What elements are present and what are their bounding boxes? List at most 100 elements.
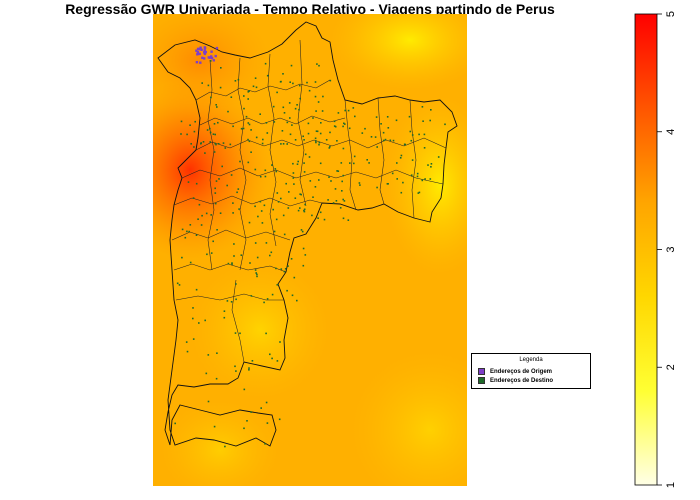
- destination-point: [237, 78, 240, 81]
- destination-point: [387, 127, 390, 129]
- destination-points: [174, 60, 446, 448]
- destination-point: [250, 151, 252, 153]
- destination-point: [186, 133, 188, 136]
- destination-point: [230, 174, 233, 176]
- origin-point: [215, 46, 219, 50]
- destination-point: [247, 138, 249, 141]
- destination-point: [302, 247, 305, 250]
- destination-point: [422, 120, 424, 122]
- destination-point: [280, 197, 282, 200]
- destination-point: [266, 74, 269, 77]
- destination-point: [221, 165, 223, 168]
- destination-point: [255, 136, 258, 139]
- origin-point: [204, 50, 207, 54]
- destination-point: [206, 253, 208, 256]
- destination-point: [265, 332, 267, 335]
- destination-point: [231, 262, 233, 264]
- destination-point: [275, 218, 278, 221]
- destination-point: [200, 224, 203, 226]
- origin-point: [199, 61, 202, 64]
- destination-point: [263, 301, 265, 304]
- destination-point: [376, 186, 378, 189]
- destination-point: [317, 217, 319, 219]
- destination-point: [234, 332, 237, 334]
- destination-point: [188, 230, 190, 233]
- destination-point: [430, 109, 432, 111]
- destination-point: [276, 360, 279, 362]
- destination-point: [248, 367, 250, 369]
- destination-point: [386, 183, 389, 185]
- destination-point: [411, 159, 414, 161]
- destination-point: [255, 86, 258, 89]
- map-title: Regressão GWR Univariada - Tempo Relativ…: [65, 1, 555, 17]
- destination-point: [342, 217, 345, 220]
- destination-point: [430, 163, 433, 165]
- destination-point: [186, 350, 189, 353]
- legend-swatch-destination: [478, 377, 485, 384]
- destination-point: [361, 132, 364, 134]
- destination-point: [215, 180, 218, 182]
- destination-point: [276, 284, 279, 286]
- destination-point: [343, 122, 345, 125]
- destination-point: [349, 162, 351, 164]
- origin-point: [212, 59, 215, 62]
- destination-point: [224, 147, 227, 149]
- destination-point: [234, 365, 236, 368]
- colorbar-tick-label: 4: [665, 129, 677, 135]
- destination-point: [282, 106, 285, 109]
- destination-point: [294, 197, 297, 199]
- destination-point: [181, 256, 183, 259]
- destination-point: [269, 353, 271, 356]
- destination-point: [290, 64, 293, 67]
- destination-point: [282, 214, 285, 217]
- destination-point: [283, 270, 286, 273]
- destination-point: [216, 352, 218, 354]
- destination-point: [327, 199, 329, 201]
- destination-point: [239, 332, 241, 335]
- destination-point: [337, 112, 340, 114]
- destination-point: [264, 175, 267, 178]
- destination-point: [217, 121, 219, 124]
- destination-point: [329, 145, 331, 148]
- destination-point: [302, 135, 304, 138]
- destination-point: [342, 147, 345, 150]
- destination-point: [382, 139, 385, 142]
- destination-point: [249, 262, 251, 264]
- origin-point: [199, 46, 202, 49]
- destination-point: [284, 268, 287, 270]
- district-boundaries: [171, 39, 447, 363]
- destination-point: [233, 243, 235, 245]
- destination-point: [223, 310, 226, 312]
- destination-point: [210, 252, 213, 254]
- destination-point: [316, 130, 319, 133]
- destination-point: [315, 130, 318, 132]
- destination-point: [236, 191, 238, 194]
- destination-point: [269, 254, 271, 257]
- origin-point: [214, 54, 217, 58]
- destination-point: [296, 163, 299, 165]
- destination-point: [314, 95, 317, 98]
- destination-point: [304, 254, 307, 256]
- destination-point: [250, 129, 252, 131]
- destination-point: [243, 95, 245, 97]
- destination-point: [243, 427, 245, 430]
- colorbar-tick-label: 3: [665, 246, 677, 252]
- destination-point: [195, 288, 198, 291]
- origin-point: [203, 49, 206, 52]
- destination-point: [254, 168, 257, 171]
- destination-point: [194, 120, 196, 123]
- destination-point: [178, 284, 181, 286]
- destination-point: [396, 162, 398, 164]
- destination-point: [307, 122, 310, 125]
- destination-point: [186, 230, 188, 233]
- destination-point: [285, 182, 287, 185]
- origin-point: [203, 52, 207, 56]
- destination-point: [423, 133, 426, 136]
- destination-point: [201, 214, 203, 217]
- destination-point: [198, 203, 201, 206]
- destination-point: [292, 82, 294, 85]
- colorbar-tick-label: 5: [665, 11, 677, 17]
- destination-point: [229, 143, 232, 146]
- destination-point: [256, 275, 258, 278]
- destination-point: [226, 184, 228, 187]
